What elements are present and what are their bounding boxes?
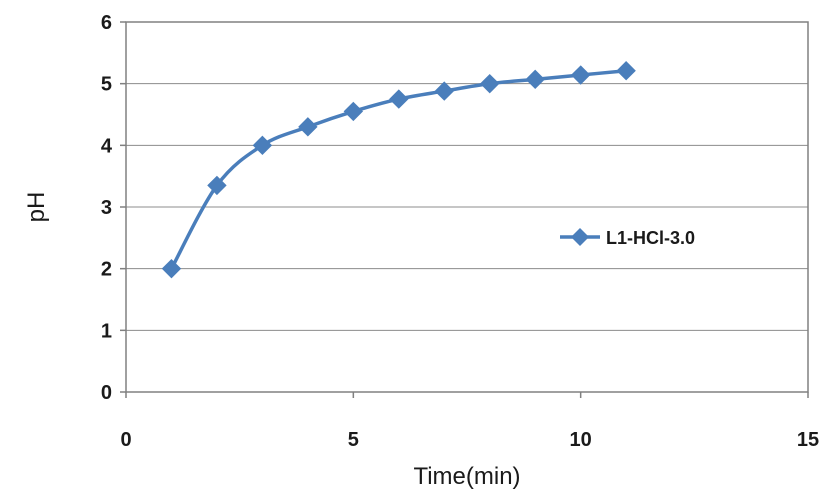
- y-tick-label: 6: [101, 12, 112, 34]
- legend-marker: [571, 228, 589, 246]
- x-tick-label: 0: [120, 429, 131, 451]
- gridlines: [126, 83, 808, 331]
- axes: 0 1 2 3 4 5 6 0 5 10 15: [101, 12, 819, 451]
- x-tick-label: 15: [797, 429, 819, 451]
- data-point: [616, 61, 636, 81]
- y-axis-title: pH: [23, 192, 50, 223]
- series-layer: [161, 61, 636, 279]
- y-tick-label: 0: [101, 382, 112, 404]
- data-point: [434, 81, 454, 101]
- x-tick-label: 10: [570, 429, 592, 451]
- y-tick-label: 1: [101, 320, 112, 342]
- x-tick-label: 5: [348, 429, 359, 451]
- data-point: [161, 258, 182, 279]
- y-tick-label: 3: [101, 197, 112, 219]
- data-point: [298, 117, 318, 137]
- data-point: [207, 175, 227, 196]
- legend-label: L1-HCl-3.0: [606, 228, 695, 248]
- data-point: [389, 89, 409, 109]
- data-point: [570, 65, 591, 85]
- y-tick-label: 4: [101, 135, 113, 157]
- data-point: [480, 73, 500, 94]
- x-axis-title: Time(min): [413, 463, 520, 490]
- data-point: [525, 69, 545, 90]
- data-point: [343, 101, 364, 122]
- data-point: [252, 135, 273, 156]
- y-tick-label: 2: [101, 259, 112, 281]
- legend: L1-HCl-3.0: [560, 228, 695, 248]
- y-tick-label: 5: [101, 74, 112, 96]
